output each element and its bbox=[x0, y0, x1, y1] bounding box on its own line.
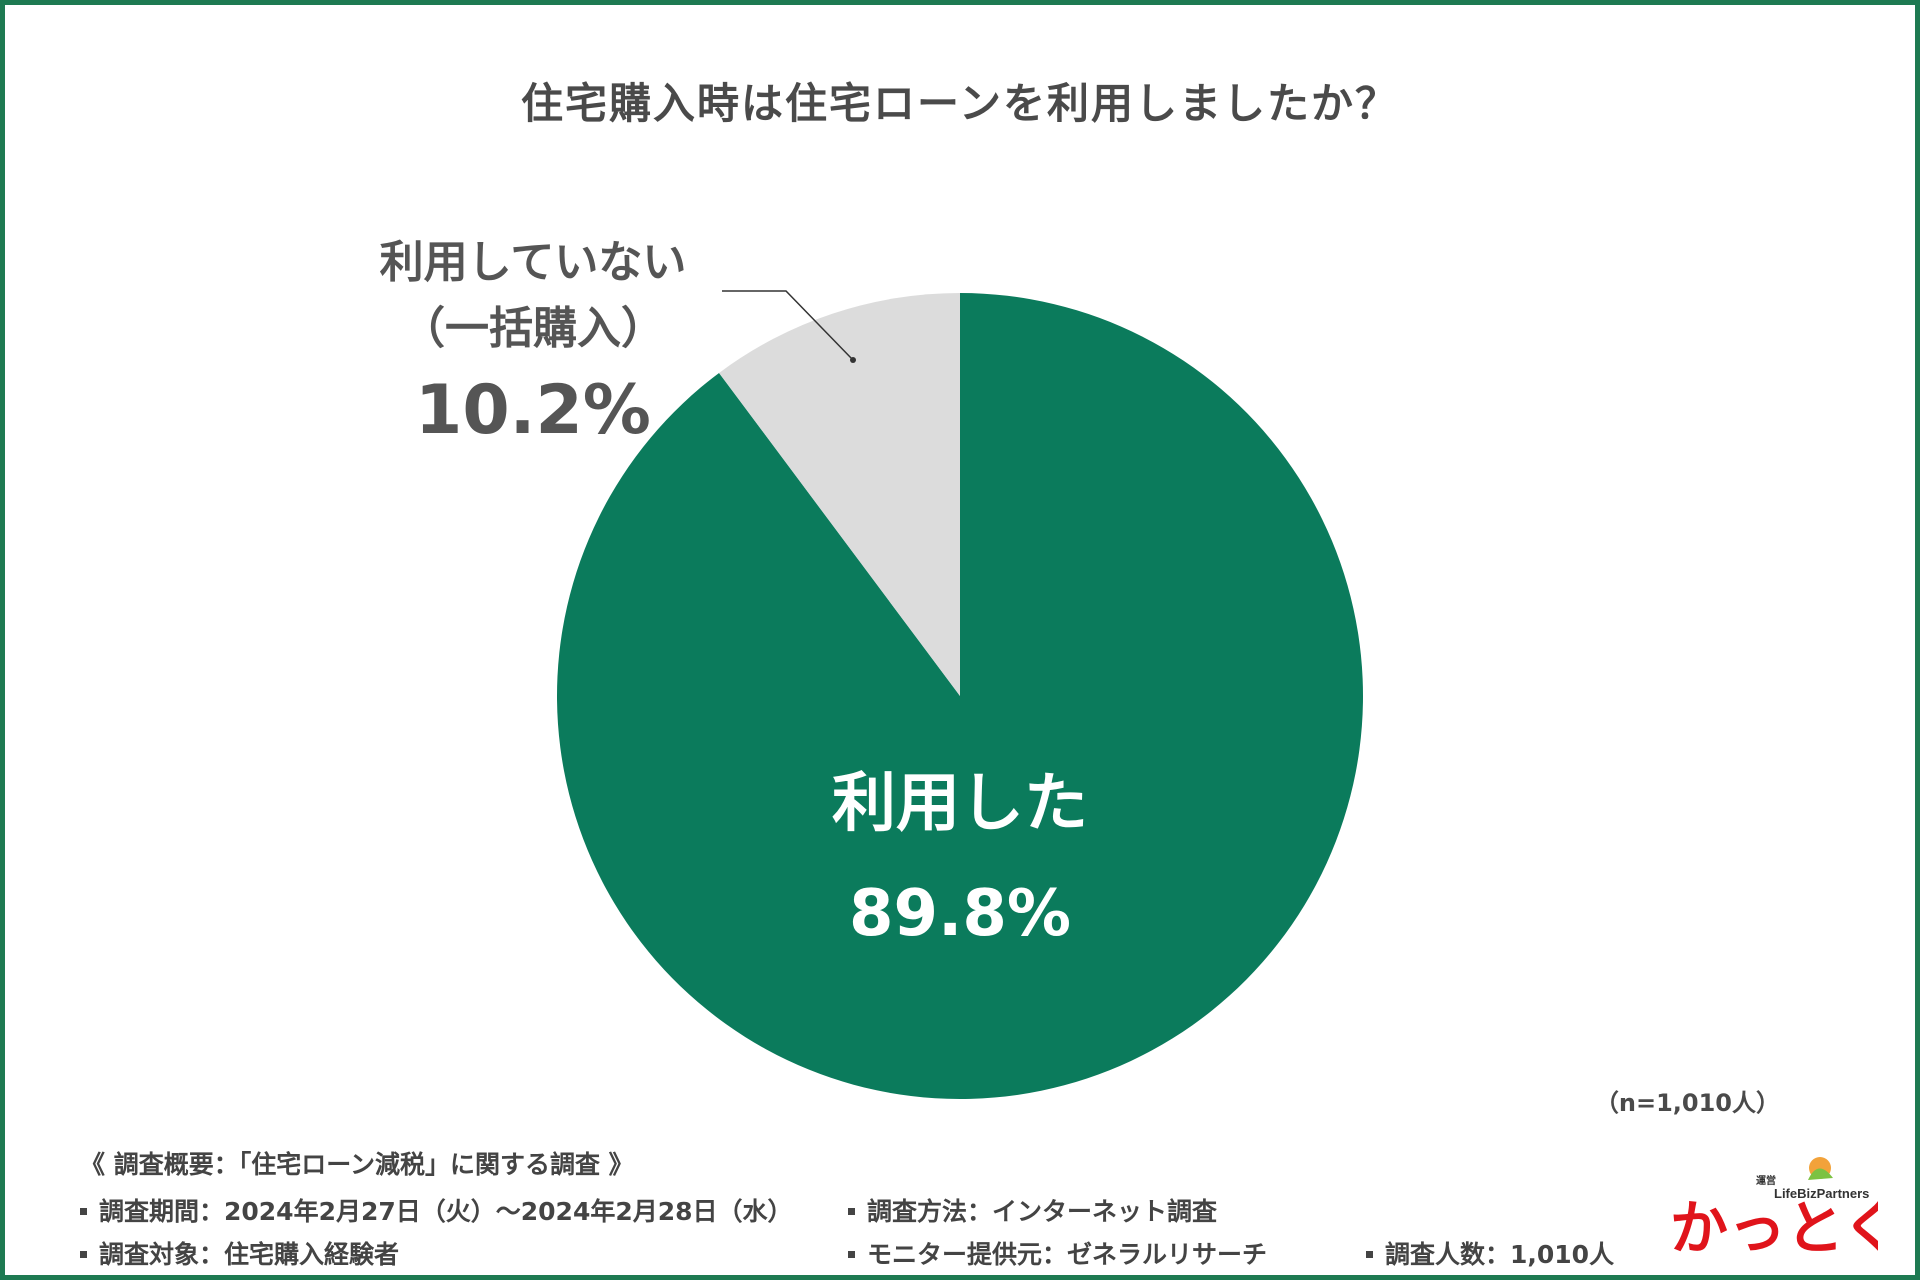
survey-target-text: 調査対象：住宅購入経験者 bbox=[99, 1240, 400, 1269]
survey-target: 調査対象：住宅購入経験者 bbox=[80, 1235, 399, 1271]
pie-slice-2 bbox=[719, 293, 960, 696]
leader-line bbox=[722, 290, 854, 361]
logo-leaf-icon bbox=[1808, 1168, 1833, 1180]
slice-label-not-used: 利用していない bbox=[380, 237, 687, 288]
survey-provider-text: モニター提供元：ゼネラルリサーチ bbox=[867, 1240, 1268, 1269]
logo-main-text: かっとく！ bbox=[1670, 1194, 1878, 1260]
bullet-icon bbox=[848, 1250, 855, 1258]
leader-dot bbox=[850, 357, 856, 363]
sample-size-note: （n=1,010人） bbox=[1594, 1089, 1780, 1117]
kattoku-logo: 運営 LifeBizPartners かっとく！ bbox=[1669, 1157, 1878, 1260]
survey-period: 調査期間：2024年2月27日（火）〜2024年2月28日（水） bbox=[80, 1192, 793, 1228]
survey-count: 調査人数：1,010人 bbox=[1366, 1235, 1614, 1271]
slice-percent-used: 89.8% bbox=[849, 877, 1071, 951]
bullet-icon bbox=[80, 1207, 87, 1215]
survey-method-text: 調査方法：インターネット調査 bbox=[867, 1197, 1218, 1226]
slice-label-not-used-sub: （一括購入） bbox=[401, 303, 665, 354]
bullet-icon bbox=[848, 1207, 855, 1215]
slice-label-used: 利用した bbox=[832, 767, 1088, 841]
survey-period-text: 調査期間：2024年2月27日（火）〜2024年2月28日（水） bbox=[99, 1197, 793, 1226]
bullet-icon bbox=[1366, 1250, 1373, 1258]
pie-slice-1 bbox=[557, 293, 1363, 1100]
logo-sub-label: 運営 bbox=[1756, 1174, 1776, 1187]
logo-company: LifeBizPartners bbox=[1774, 1186, 1869, 1201]
survey-method: 調査方法：インターネット調査 bbox=[848, 1192, 1217, 1228]
survey-provider: モニター提供元：ゼネラルリサーチ bbox=[848, 1235, 1267, 1271]
chart-title: 住宅購入時は住宅ローンを利用しましたか？ bbox=[521, 79, 1399, 128]
survey-count-text: 調査人数：1,010人 bbox=[1385, 1240, 1615, 1269]
bullet-icon bbox=[80, 1250, 87, 1258]
slice-percent-not-used: 10.2% bbox=[415, 371, 651, 450]
survey-heading: 《 調査概要：「住宅ローン減税」に関する調査 》 bbox=[80, 1150, 634, 1179]
